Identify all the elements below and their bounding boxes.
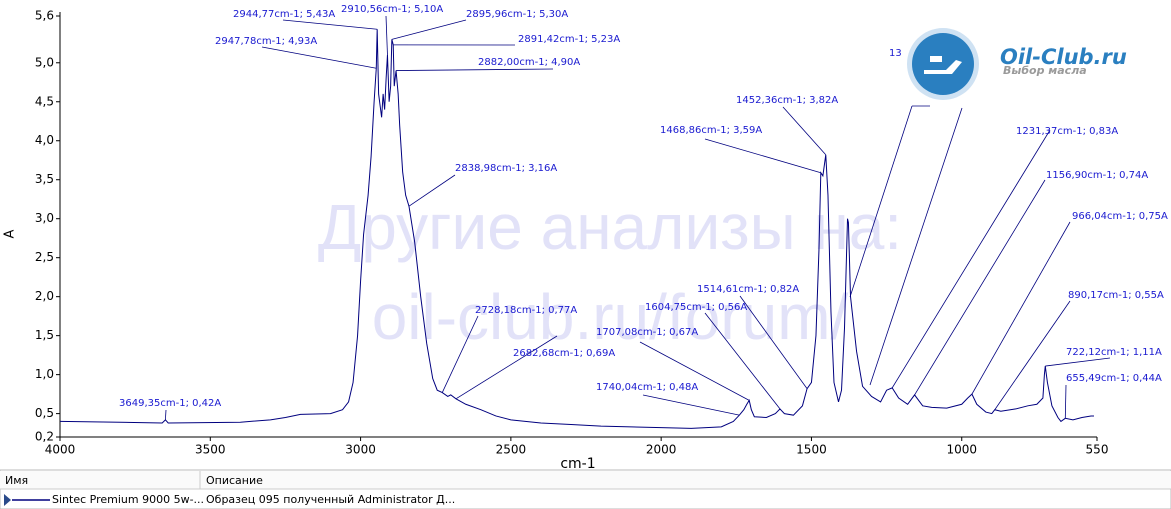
leader-line xyxy=(891,129,1051,389)
leader-line xyxy=(642,394,740,416)
annotation-label: 2838,98cm-1; 3,16A xyxy=(455,163,557,174)
annotation-label: 2882,00cm-1; 4,90A xyxy=(478,57,580,68)
annotation-label: 2682,68cm-1; 0,69A xyxy=(513,348,615,359)
y-tick-label: 2,5 xyxy=(35,250,54,264)
legend-description: Образец 095 полученный Administrator Д..… xyxy=(206,493,455,506)
annotation-label: 3649,35cm-1; 0,42A xyxy=(119,398,221,409)
x-axis-label: cm-1 xyxy=(560,456,595,472)
logo-circle xyxy=(912,33,974,95)
logo: Oil-Club.ru Выбор масла xyxy=(907,28,1127,100)
x-tick-label: 1500 xyxy=(796,443,827,457)
leader-line xyxy=(1064,384,1067,419)
leader-line xyxy=(164,409,167,420)
y-tick-label: 4,0 xyxy=(35,133,54,147)
watermark: Другие анализы на: xyxy=(318,191,902,263)
annotation-label: 1156,90cm-1; 0,74A xyxy=(1046,170,1148,181)
leader-line xyxy=(994,300,1071,410)
y-tick-label: 0,5 xyxy=(35,406,54,420)
logo-tagline: Выбор масла xyxy=(1003,64,1087,77)
annotation-label: 1604,75cm-1; 0,56A xyxy=(645,302,747,313)
leader-line xyxy=(455,335,558,400)
leader-line xyxy=(704,138,821,174)
y-tick-label: 5,6 xyxy=(35,9,54,23)
leader-line xyxy=(385,15,388,55)
leader-line xyxy=(782,106,827,156)
leader-line xyxy=(1045,357,1111,367)
annotation-label: 2728,18cm-1; 0,77A xyxy=(475,305,577,316)
leader-line xyxy=(914,179,1046,396)
leader-line xyxy=(739,295,808,389)
annotation-label: 655,49cm-1; 0,44A xyxy=(1066,373,1162,384)
annotation-label: 1231,37cm-1; 0,83A xyxy=(1016,126,1118,137)
y-tick-label: 1,5 xyxy=(35,328,54,342)
x-tick-label: 2500 xyxy=(496,443,527,457)
legend-table: Имя Описание Sintec Premium 9000 5w-... … xyxy=(0,469,1171,509)
annotation-label: 722,12cm-1; 1,11A xyxy=(1066,347,1162,358)
leader-line xyxy=(849,105,913,298)
spectrum-line xyxy=(59,29,1094,429)
y-tick-label: 4,5 xyxy=(35,94,54,108)
x-tick-label: 3500 xyxy=(195,443,226,457)
leader-line xyxy=(261,46,377,69)
x-tick-label: 3000 xyxy=(345,443,376,457)
logo-icon xyxy=(924,56,962,74)
x-tick-label: 550 xyxy=(1086,443,1109,457)
annotation-label: 2910,56cm-1; 5,10A xyxy=(341,4,443,15)
x-tick-label: 2000 xyxy=(646,443,677,457)
leader-line xyxy=(639,341,750,401)
y-tick-label: 0,2 xyxy=(35,430,54,444)
y-tick-label: 1,0 xyxy=(35,367,54,381)
annotation-label: 2947,78cm-1; 4,93A xyxy=(215,36,317,47)
leader-line xyxy=(282,19,378,30)
watermark: oil-club.ru/forum/ xyxy=(372,281,849,353)
row-arrow[interactable] xyxy=(4,494,11,506)
leader-line xyxy=(391,19,467,40)
logo-name: Oil-Club.ru xyxy=(1000,45,1127,69)
annotation-label: 2895,96cm-1; 5,30A xyxy=(466,9,568,20)
y-tick-label: 2,0 xyxy=(35,289,54,303)
annotation-label: 1707,08cm-1; 0,67A xyxy=(596,327,698,338)
partial-label: 13 xyxy=(889,48,902,59)
annotation-label: 1740,04cm-1; 0,48A xyxy=(596,382,698,393)
annotation-label: 1468,86cm-1; 3,59A xyxy=(660,125,762,136)
leader-line xyxy=(441,315,479,393)
annotation-label: 1452,36cm-1; 3,82A xyxy=(736,95,838,106)
leader-line xyxy=(869,107,963,386)
table-header-cell: Имя xyxy=(5,474,28,487)
annotation-label: 2944,77cm-1; 5,43A xyxy=(233,9,335,20)
annotation-label: 1514,61cm-1; 0,82A xyxy=(697,284,799,295)
y-tick-label: 5,0 xyxy=(35,55,54,69)
x-tick-label: 4000 xyxy=(45,443,76,457)
leader-line xyxy=(408,174,456,207)
y-axis-label: A xyxy=(3,229,18,238)
legend-name[interactable]: Sintec Premium 9000 5w-... xyxy=(52,493,204,506)
annotation-label: 2891,42cm-1; 5,23A xyxy=(518,34,620,45)
x-tick-label: 1000 xyxy=(946,443,977,457)
annotation-label: 966,04cm-1; 0,75A xyxy=(1072,211,1168,222)
y-tick-label: 3,5 xyxy=(35,172,54,186)
annotation-label: 890,17cm-1; 0,55A xyxy=(1068,290,1164,301)
table-header-cell: Описание xyxy=(206,474,263,487)
y-tick-label: 3,0 xyxy=(35,211,54,225)
leader-line xyxy=(396,68,554,71)
plot: 0,2 0,5 1,0 1,5 2,0 2,5 3,0 3,5 4,0 4,5 5,0 5,6 4000… xyxy=(35,4,1168,457)
table-header xyxy=(0,471,1171,489)
leader-line xyxy=(971,221,1071,395)
leader-line xyxy=(704,312,781,410)
